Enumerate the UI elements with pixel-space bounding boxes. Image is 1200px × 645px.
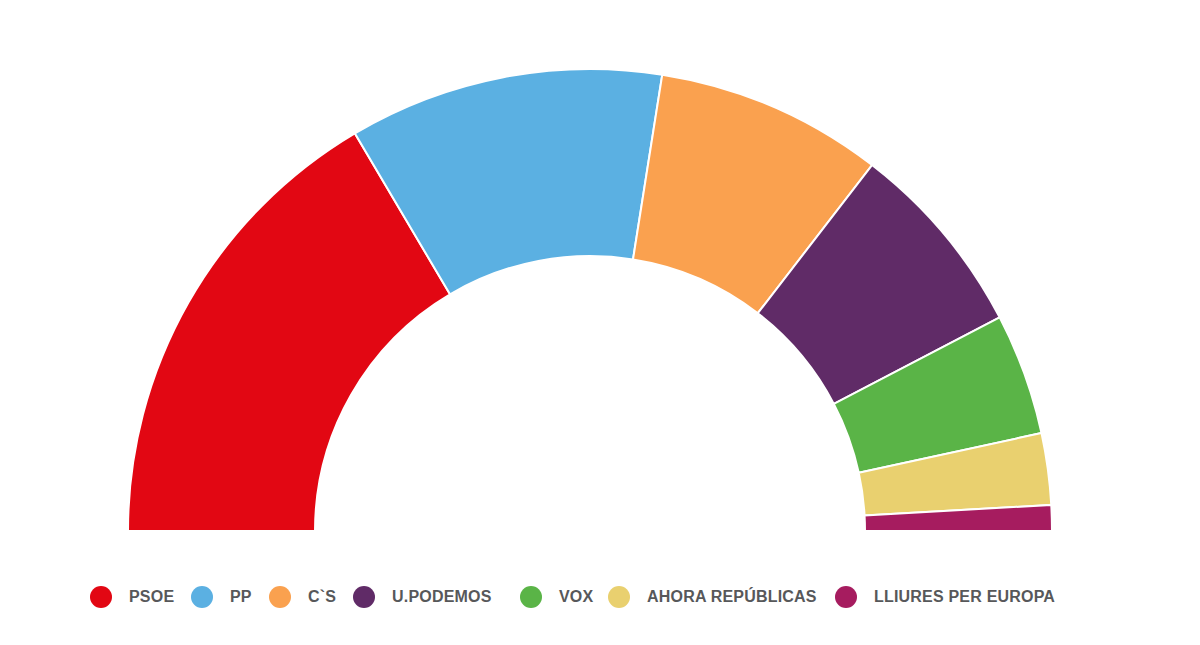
legend-label-ahora-rep-blicas: AHORA REPÚBLICAS xyxy=(647,586,817,608)
legend-marker-ahora-rep-blicas xyxy=(608,586,630,608)
legend-item-u-podemos[interactable]: U.PODEMOS xyxy=(353,586,492,608)
legend-marker-lliures-per-europa xyxy=(835,586,857,608)
legend-label-u-podemos: U.PODEMOS xyxy=(392,586,492,608)
legend-label-vox: VOX xyxy=(559,586,593,608)
legend-label-lliures-per-europa: LLIURES PER EUROPA xyxy=(874,586,1055,608)
legend-item-ahora-rep-blicas[interactable]: AHORA REPÚBLICAS xyxy=(608,586,817,608)
legend-item-c-s[interactable]: C`S xyxy=(269,586,336,608)
legend-item-psoe[interactable]: PSOE xyxy=(90,586,174,608)
legend-marker-c-s xyxy=(269,586,291,608)
legend-item-pp[interactable]: PP xyxy=(191,586,252,608)
legend-label-pp: PP xyxy=(230,586,252,608)
legend-label-psoe: PSOE xyxy=(129,586,174,608)
legend-label-c-s: C`S xyxy=(308,586,336,608)
legend-item-vox[interactable]: VOX xyxy=(520,586,593,608)
legend-marker-vox xyxy=(520,586,542,608)
half-donut-chart xyxy=(0,0,1200,645)
legend-item-lliures-per-europa[interactable]: LLIURES PER EUROPA xyxy=(835,586,1055,608)
legend-marker-u-podemos xyxy=(353,586,375,608)
legend-marker-psoe xyxy=(90,586,112,608)
legend-marker-pp xyxy=(191,586,213,608)
